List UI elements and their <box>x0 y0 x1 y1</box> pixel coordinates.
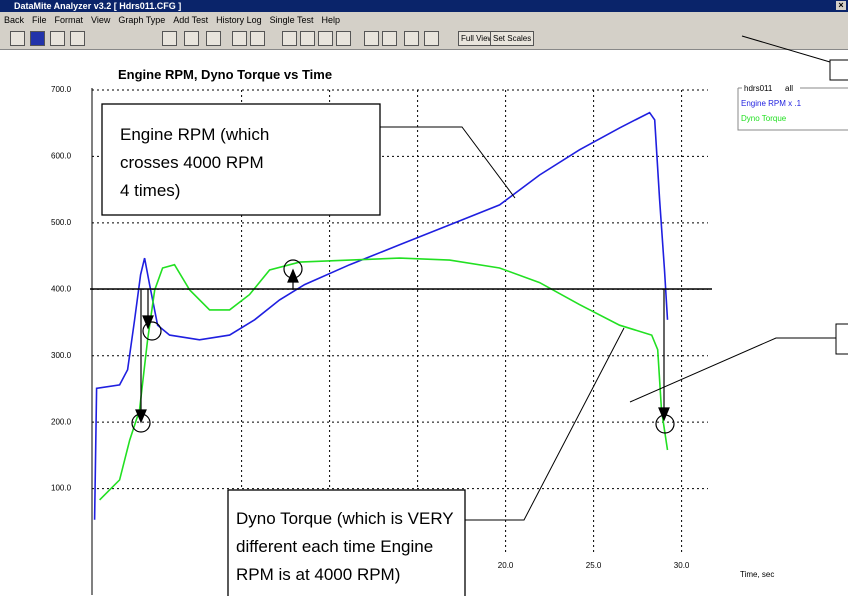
markers <box>131 259 675 434</box>
y-tick-label: 600.0 <box>51 152 72 161</box>
legend: hdrs011 all <box>737 84 848 131</box>
x-axis-label: Time, sec <box>740 570 774 579</box>
tool-button[interactable] <box>50 31 65 46</box>
tool-button[interactable] <box>318 31 333 46</box>
menu-item[interactable]: Graph Type <box>118 15 166 25</box>
tool-button[interactable] <box>70 31 85 46</box>
chart-title: Engine RPM, Dyno Torque vs Time <box>118 67 332 82</box>
y-tick-label: 400.0 <box>51 284 72 293</box>
series-line <box>99 257 669 501</box>
legend-frame <box>737 87 848 131</box>
x-tick-label: 30.0 <box>674 561 690 570</box>
legend-entry: Dyno Torque <box>741 114 787 123</box>
callout-text: Engine RPM (which <box>120 125 269 144</box>
tool-button[interactable] <box>300 31 315 46</box>
title-bar: DataMite Analyzer v3.2 [ Hdrs011.CFG ] × <box>0 0 848 12</box>
y-tick-label: 700.0 <box>51 85 72 94</box>
legend-entry: Engine RPM x .1 <box>741 99 802 108</box>
callout-text: different each time Engine <box>236 537 433 556</box>
menu-item[interactable]: Single Test <box>269 15 314 25</box>
callout-text: crosses 4000 RPM <box>120 153 264 172</box>
toolbar: Full View Set Scales <box>0 28 848 50</box>
offscreen-callouts <box>629 35 848 403</box>
callout-text: RPM is at 4000 RPM) <box>236 565 400 584</box>
tool-button[interactable] <box>364 31 379 46</box>
close-button[interactable]: × <box>836 1 846 10</box>
tool-button[interactable] <box>10 31 25 46</box>
tool-button[interactable] <box>424 31 439 46</box>
x-tick-label: 25.0 <box>586 561 602 570</box>
menu-item[interactable]: View <box>91 15 111 25</box>
legend-title: all <box>785 84 793 93</box>
callout: Engine RPM (which crosses 4000 RPM 4 tim… <box>101 103 516 216</box>
tool-button[interactable] <box>404 31 419 46</box>
y-tick-label: 200.0 <box>51 417 72 426</box>
menu-item[interactable]: Add Test <box>173 15 209 25</box>
callout-text: Dyno Torque (which is VERY <box>236 509 454 528</box>
tool-button[interactable] <box>162 31 177 46</box>
menu-item[interactable]: File <box>32 15 47 25</box>
tool-button[interactable] <box>382 31 397 46</box>
menu-bar: Back File Format View Graph Type Add Test Hist… <box>0 12 848 28</box>
menu-item[interactable]: History Log <box>216 15 262 25</box>
tool-button[interactable] <box>232 31 247 46</box>
series-line <box>93 111 669 520</box>
callout-text: 4 times) <box>120 181 180 200</box>
window-title: DataMite Analyzer v3.2 [ Hdrs011.CFG ] <box>14 1 182 11</box>
set-scales-button[interactable]: Set Scales <box>490 31 535 46</box>
y-tick-label: 500.0 <box>51 218 72 227</box>
x-tick-label: 20.0 <box>498 561 514 570</box>
y-tick-label: 300.0 <box>51 351 72 360</box>
tool-button[interactable] <box>30 31 45 46</box>
tool-button[interactable] <box>282 31 297 46</box>
menu-item[interactable]: Help <box>321 15 341 25</box>
callout: Dyno Torque (which is VERY different eac… <box>227 327 625 596</box>
y-tick-label: 100.0 <box>51 484 72 493</box>
menu-item[interactable]: Back <box>4 15 25 25</box>
tool-button[interactable] <box>250 31 265 46</box>
tool-button[interactable] <box>206 31 221 46</box>
menu-item[interactable]: Format <box>54 15 84 25</box>
tool-button[interactable] <box>184 31 199 46</box>
legend-title: hdrs011 <box>744 84 773 93</box>
full-view-button[interactable]: Full View <box>458 31 497 46</box>
tool-button[interactable] <box>336 31 351 46</box>
